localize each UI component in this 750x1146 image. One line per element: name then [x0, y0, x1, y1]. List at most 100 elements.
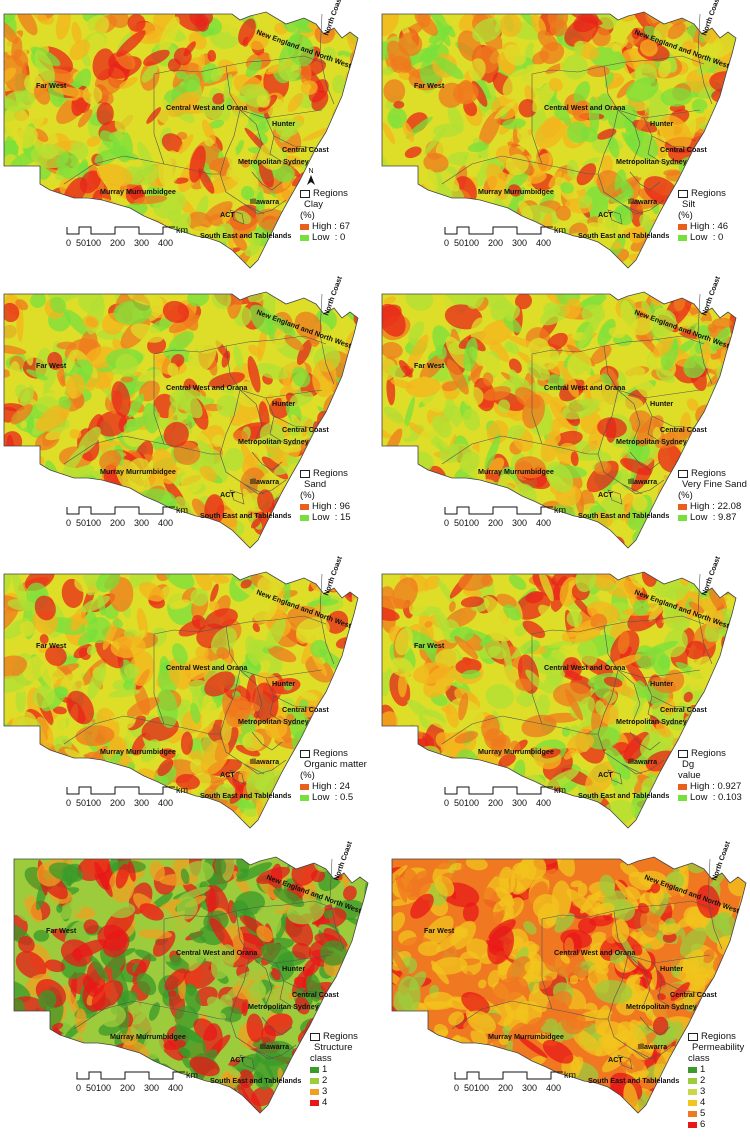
- raster-patch: [418, 261, 433, 268]
- region-boundary: [225, 345, 323, 399]
- raster-patch: [402, 514, 422, 531]
- raster-patch: [686, 398, 699, 411]
- raster-patch: [100, 1005, 127, 1028]
- region-boundary: [629, 451, 661, 471]
- raster-patch: [569, 975, 579, 985]
- legend-entry: Low : 0.5: [300, 792, 367, 803]
- legend-swatch: [310, 1066, 319, 1073]
- raster-patch: [726, 115, 736, 133]
- legend-regions-label: Regions: [691, 748, 726, 759]
- raster-patch: [410, 893, 434, 919]
- raster-patch: [4, 541, 28, 548]
- raster-patch: [729, 133, 736, 147]
- region-boundary: [541, 900, 715, 920]
- raster-patch: [273, 888, 305, 908]
- raster-patch: [730, 857, 746, 876]
- raster-patch: [227, 1108, 251, 1113]
- raster-patch: [561, 626, 601, 643]
- raster-patch: [113, 300, 152, 325]
- region-label-act: ACT: [598, 210, 613, 219]
- raster-patch: [82, 536, 117, 548]
- raster-patch: [269, 455, 289, 467]
- raster-patch: [521, 714, 557, 738]
- state-outline: [13, 856, 369, 1114]
- region-boundary: [621, 479, 665, 495]
- raster-patch: [492, 976, 528, 1002]
- raster-patch: [620, 180, 634, 198]
- raster-patch: [544, 260, 571, 268]
- raster-patch: [736, 995, 746, 1007]
- raster-patch: [432, 810, 452, 828]
- raster-patch: [314, 603, 324, 612]
- raster-patch: [611, 777, 619, 786]
- raster-patch: [294, 804, 321, 828]
- raster-patch: [477, 531, 497, 545]
- region-boundary: [249, 954, 273, 1010]
- scale-tick-label: 100: [464, 798, 480, 808]
- region-boundary: [153, 335, 327, 355]
- raster-patch: [483, 386, 512, 401]
- raster-patch: [352, 657, 358, 674]
- region-boundary: [697, 573, 713, 665]
- scale-tick-label: 100: [474, 1083, 490, 1093]
- region-label-central-west: Central West and Orana: [544, 103, 626, 112]
- raster-patch: [454, 731, 479, 744]
- raster-patch: [11, 511, 31, 525]
- raster-patch: [397, 1085, 414, 1111]
- raster-patch: [19, 620, 35, 637]
- raster-patch: [191, 1106, 202, 1113]
- raster-patch: [163, 421, 189, 448]
- raster-patch: [682, 40, 696, 54]
- raster-patch: [711, 317, 733, 329]
- scale-tick-label: 50: [454, 518, 465, 528]
- raster-patch: [35, 212, 62, 243]
- raster-patch: [10, 226, 30, 245]
- legend-swatch: [688, 1110, 697, 1117]
- raster-patch: [414, 1083, 431, 1094]
- raster-patch: [152, 448, 178, 485]
- region-label-far-west: Far West: [414, 361, 445, 370]
- raster-patch: [111, 381, 131, 417]
- raster-patch: [180, 522, 203, 537]
- raster-patch: [225, 1064, 241, 1078]
- raster-patch: [168, 990, 177, 998]
- region-boundary: [251, 171, 283, 191]
- raster-patch: [27, 1098, 48, 1113]
- raster-patch: [204, 494, 225, 526]
- region-label-central-coast: Central Coast: [670, 990, 717, 999]
- region-label-hunter: Hunter: [282, 964, 305, 973]
- raster-patch: [496, 593, 517, 609]
- regions-swatch: [678, 189, 688, 198]
- raster-patch: [671, 247, 702, 268]
- region-boundary: [225, 625, 323, 679]
- raster-patch: [97, 924, 128, 951]
- scale-tick-label: 100: [464, 518, 480, 528]
- raster-patch: [351, 227, 358, 248]
- raster-patch: [467, 1010, 496, 1034]
- raster-patch: [648, 596, 670, 622]
- raster-patch: [348, 421, 358, 436]
- raster-patch: [34, 203, 59, 212]
- raster-patch: [525, 669, 545, 691]
- raster-patch: [28, 1083, 45, 1100]
- raster-patch: [212, 92, 226, 105]
- raster-patch: [659, 115, 692, 149]
- region-boundary: [239, 1054, 255, 1070]
- raster-patch: [710, 157, 736, 184]
- raster-patch: [485, 163, 509, 200]
- raster-patch: [732, 537, 736, 548]
- scale-bar: km 0 50 100 200 300 400: [444, 505, 566, 528]
- raster-patch: [388, 199, 414, 230]
- raster-patch: [127, 772, 139, 784]
- raster-patch: [123, 680, 136, 692]
- raster-patch: [607, 135, 620, 159]
- scale-tick-label: 300: [512, 518, 528, 528]
- scale-bar: km 0 50 100 200 300 400: [454, 1070, 576, 1093]
- legend-title: Structure: [314, 1042, 353, 1053]
- raster-patch: [726, 252, 733, 262]
- scale-tick-label: 100: [96, 1083, 112, 1093]
- raster-patch: [402, 1085, 418, 1102]
- scale-tick-label: 200: [488, 518, 504, 528]
- raster-patch: [25, 1031, 47, 1047]
- raster-patch: [743, 1012, 746, 1023]
